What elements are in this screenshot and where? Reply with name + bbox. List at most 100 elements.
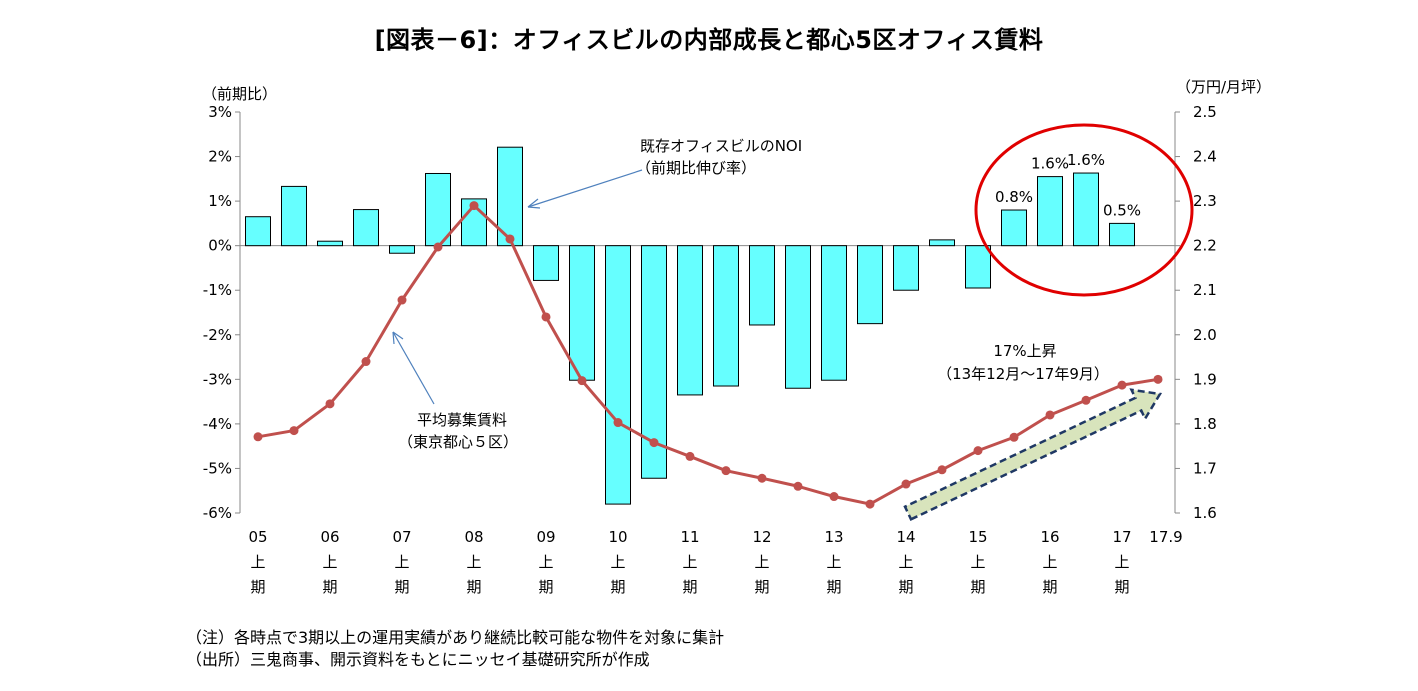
x-label-term: 期 — [898, 578, 913, 596]
x-label-half: 上 — [826, 553, 841, 571]
highlight-circle — [974, 123, 1194, 297]
x-label-half: 上 — [250, 553, 265, 571]
x-label-term: 期 — [466, 578, 481, 596]
rent-point — [289, 426, 299, 436]
rent-point — [397, 295, 407, 305]
left-tick-label: -2% — [203, 326, 232, 344]
x-label-half: 上 — [898, 553, 913, 571]
right-tick-label: 2.1 — [1193, 281, 1217, 299]
chart-title: [図表－6]：オフィスビルの内部成長と都心5区オフィス賃料 — [374, 26, 1044, 54]
right-tick-label: 2.2 — [1193, 237, 1217, 255]
rent-line — [257, 204, 1159, 506]
x-label-term: 期 — [538, 578, 553, 596]
noi-bar — [929, 239, 955, 247]
rent-annotation-arrowhead — [392, 331, 404, 345]
noi-bar — [857, 245, 883, 325]
rent-point — [325, 399, 335, 409]
noi-bar — [569, 245, 595, 381]
left-tick-label: 0% — [208, 237, 232, 255]
rent-point — [433, 242, 443, 252]
noi-annotation-arrow — [527, 169, 643, 208]
rent-annotation-line1: 平均募集賃料 — [417, 411, 507, 429]
x-label-half: 上 — [1114, 553, 1129, 571]
x-label-year: 11 — [680, 528, 699, 546]
left-tick-label: -4% — [203, 415, 232, 433]
rent-point — [505, 234, 515, 244]
noi-bar — [821, 245, 847, 381]
bar-data-label: 1.6% — [1031, 155, 1069, 173]
rent-point — [901, 479, 911, 489]
rent-point — [829, 492, 839, 502]
left-tick-label: -3% — [203, 370, 232, 388]
x-label-term: 期 — [970, 578, 985, 596]
rent-point — [361, 357, 371, 367]
x-label-year: 08 — [464, 528, 483, 546]
rent-point — [865, 499, 875, 509]
rent-annotation-line2: （東京都心５区） — [398, 433, 518, 451]
noi-bar — [893, 245, 919, 291]
left-tick-label: 1% — [208, 192, 232, 210]
right-tick-label: 1.9 — [1193, 370, 1217, 388]
rent-point — [721, 466, 731, 476]
x-label-half: 上 — [538, 553, 553, 571]
x-label-half: 上 — [1042, 553, 1057, 571]
x-label-year: 12 — [752, 528, 771, 546]
footnote-note: （注）各時点で3期以上の運用実績があり継続比較可能な物件を対象に集計 — [186, 628, 725, 647]
left-tick-label: 3% — [208, 103, 232, 121]
rent-point — [649, 438, 659, 448]
noi-bar — [605, 245, 631, 505]
rent-annotation-arrow — [392, 331, 435, 405]
x-label-term: 期 — [1114, 578, 1129, 596]
footnote-source: （出所）三鬼商事、開示資料をもとにニッセイ基礎研究所が作成 — [186, 650, 650, 669]
x-label-year: 15 — [968, 528, 987, 546]
bar-data-label: 0.8% — [995, 188, 1033, 206]
x-label-last: 17.9 — [1149, 528, 1182, 546]
x-label-term: 期 — [394, 578, 409, 596]
rent-point — [1117, 380, 1127, 390]
x-label-half: 上 — [754, 553, 769, 571]
noi-bar — [389, 245, 415, 254]
x-label-half: 上 — [970, 553, 985, 571]
x-label-year: 16 — [1040, 528, 1059, 546]
x-label-term: 期 — [1042, 578, 1057, 596]
x-label-year: 06 — [320, 528, 339, 546]
right-tick-label: 2.3 — [1193, 192, 1217, 210]
x-label-term: 期 — [826, 578, 841, 596]
noi-annotation-arrowhead — [527, 198, 541, 209]
right-tick-label: 2.5 — [1193, 103, 1217, 121]
x-label-term: 期 — [610, 578, 625, 596]
noi-bar — [1109, 222, 1135, 247]
left-axis-unit: （前期比） — [202, 85, 278, 103]
rent-point — [1009, 432, 1019, 442]
rent-point — [253, 432, 263, 442]
left-tick-label: -1% — [203, 281, 232, 299]
noi-bar — [1037, 176, 1063, 247]
right-tick-label: 1.8 — [1193, 415, 1217, 433]
x-label-year: 09 — [536, 528, 555, 546]
right-axis-unit: （万円/月坪） — [1176, 78, 1272, 96]
x-label-term: 期 — [322, 578, 337, 596]
noi-bar — [1073, 172, 1099, 247]
rise-annotation-line2: （13年12月～17年9月） — [937, 365, 1109, 383]
x-label-year: 10 — [608, 528, 627, 546]
right-tick-label: 2.4 — [1193, 148, 1217, 166]
noi-bar — [281, 185, 307, 247]
noi-bar — [785, 245, 811, 389]
rent-point — [577, 376, 587, 386]
x-label-half: 上 — [322, 553, 337, 571]
noi-annotation-line1: 既存オフィスビルのNOI — [640, 137, 802, 155]
x-label-year: 14 — [896, 528, 915, 546]
rent-point — [1153, 374, 1163, 384]
rent-point — [973, 446, 983, 456]
rise-highlight-arrow — [903, 388, 1163, 521]
rent-point — [685, 451, 695, 461]
x-label-half: 上 — [682, 553, 697, 571]
noi-bar — [245, 216, 271, 247]
rent-point — [469, 201, 479, 211]
right-tick-label: 2.0 — [1193, 326, 1217, 344]
x-label-year: 07 — [392, 528, 411, 546]
left-tick-label: -5% — [203, 459, 232, 477]
x-label-half: 上 — [610, 553, 625, 571]
left-tick-label: -6% — [203, 504, 232, 522]
rent-point — [793, 481, 803, 491]
